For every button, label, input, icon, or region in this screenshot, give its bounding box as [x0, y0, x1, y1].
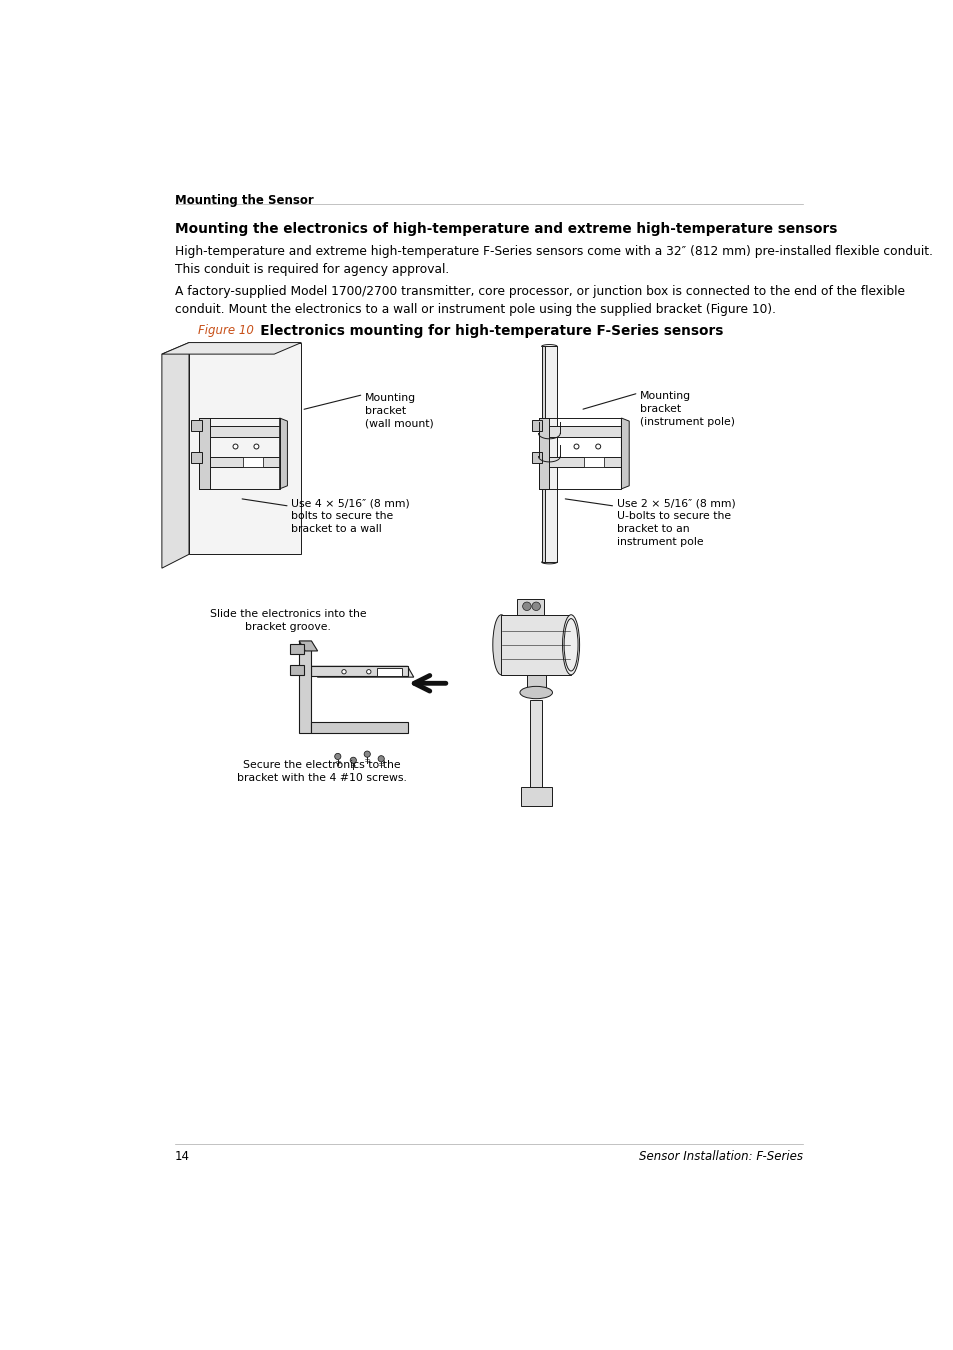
Polygon shape: [192, 452, 202, 463]
Polygon shape: [530, 701, 542, 795]
Circle shape: [574, 444, 578, 450]
Text: Electronics mounting for high-temperature F-Series sensors: Electronics mounting for high-temperatur…: [246, 324, 723, 338]
Polygon shape: [311, 667, 414, 678]
Polygon shape: [583, 456, 603, 467]
Circle shape: [377, 756, 384, 761]
Circle shape: [522, 602, 531, 610]
Ellipse shape: [562, 614, 579, 675]
Circle shape: [595, 444, 600, 450]
Polygon shape: [311, 667, 407, 675]
Polygon shape: [538, 418, 549, 489]
Text: Figure 10: Figure 10: [198, 324, 253, 336]
Polygon shape: [189, 343, 301, 555]
Polygon shape: [290, 644, 303, 653]
Circle shape: [253, 444, 258, 450]
Polygon shape: [243, 456, 262, 467]
Polygon shape: [290, 664, 303, 675]
Circle shape: [233, 444, 237, 450]
Circle shape: [532, 602, 540, 610]
Polygon shape: [376, 668, 402, 675]
Text: Use 2 × 5/16″ (8 mm)
U-bolts to secure the
bracket to an
instrument pole: Use 2 × 5/16″ (8 mm) U-bolts to secure t…: [617, 498, 735, 547]
Circle shape: [366, 670, 371, 674]
Polygon shape: [210, 425, 279, 436]
Circle shape: [350, 757, 356, 763]
Polygon shape: [162, 343, 189, 568]
Text: Mounting the electronics of high-temperature and extreme high-temperature sensor: Mounting the electronics of high-tempera…: [174, 221, 837, 236]
Polygon shape: [520, 787, 551, 806]
Text: Secure the electronics to the
bracket with the 4 #10 screws.: Secure the electronics to the bracket wi…: [237, 760, 407, 783]
Text: Mounting the Sensor: Mounting the Sensor: [174, 194, 314, 208]
Polygon shape: [541, 347, 544, 562]
Polygon shape: [298, 641, 311, 733]
Circle shape: [341, 670, 346, 674]
Polygon shape: [210, 456, 279, 467]
Text: Mounting
bracket
(instrument pole): Mounting bracket (instrument pole): [639, 392, 734, 427]
Polygon shape: [549, 456, 620, 467]
Polygon shape: [162, 343, 301, 354]
Polygon shape: [531, 452, 541, 463]
Polygon shape: [199, 418, 210, 489]
Ellipse shape: [519, 686, 552, 699]
Polygon shape: [531, 420, 541, 431]
Polygon shape: [517, 598, 543, 614]
Text: A factory-supplied Model 1700/2700 transmitter, core processor, or junction box : A factory-supplied Model 1700/2700 trans…: [174, 285, 904, 316]
Polygon shape: [620, 418, 629, 489]
Ellipse shape: [493, 614, 509, 675]
Polygon shape: [311, 722, 407, 733]
Polygon shape: [526, 675, 545, 693]
Polygon shape: [541, 347, 557, 562]
Text: Sensor Installation: F-Series: Sensor Installation: F-Series: [639, 1150, 802, 1162]
Text: Slide the electronics into the
bracket groove.: Slide the electronics into the bracket g…: [210, 609, 366, 632]
Polygon shape: [500, 614, 571, 675]
Circle shape: [364, 751, 370, 757]
Text: Use 4 × 5/16″ (8 mm)
bolts to secure the
bracket to a wall: Use 4 × 5/16″ (8 mm) bolts to secure the…: [291, 498, 410, 535]
Text: Mounting
bracket
(wall mount): Mounting bracket (wall mount): [365, 393, 434, 428]
Text: High-temperature and extreme high-temperature F-Series sensors come with a 32″ (: High-temperature and extreme high-temper…: [174, 246, 932, 275]
Polygon shape: [279, 418, 287, 489]
Polygon shape: [192, 420, 202, 431]
Circle shape: [335, 753, 340, 760]
Polygon shape: [549, 425, 620, 436]
Text: 14: 14: [174, 1150, 190, 1162]
Polygon shape: [298, 641, 317, 651]
